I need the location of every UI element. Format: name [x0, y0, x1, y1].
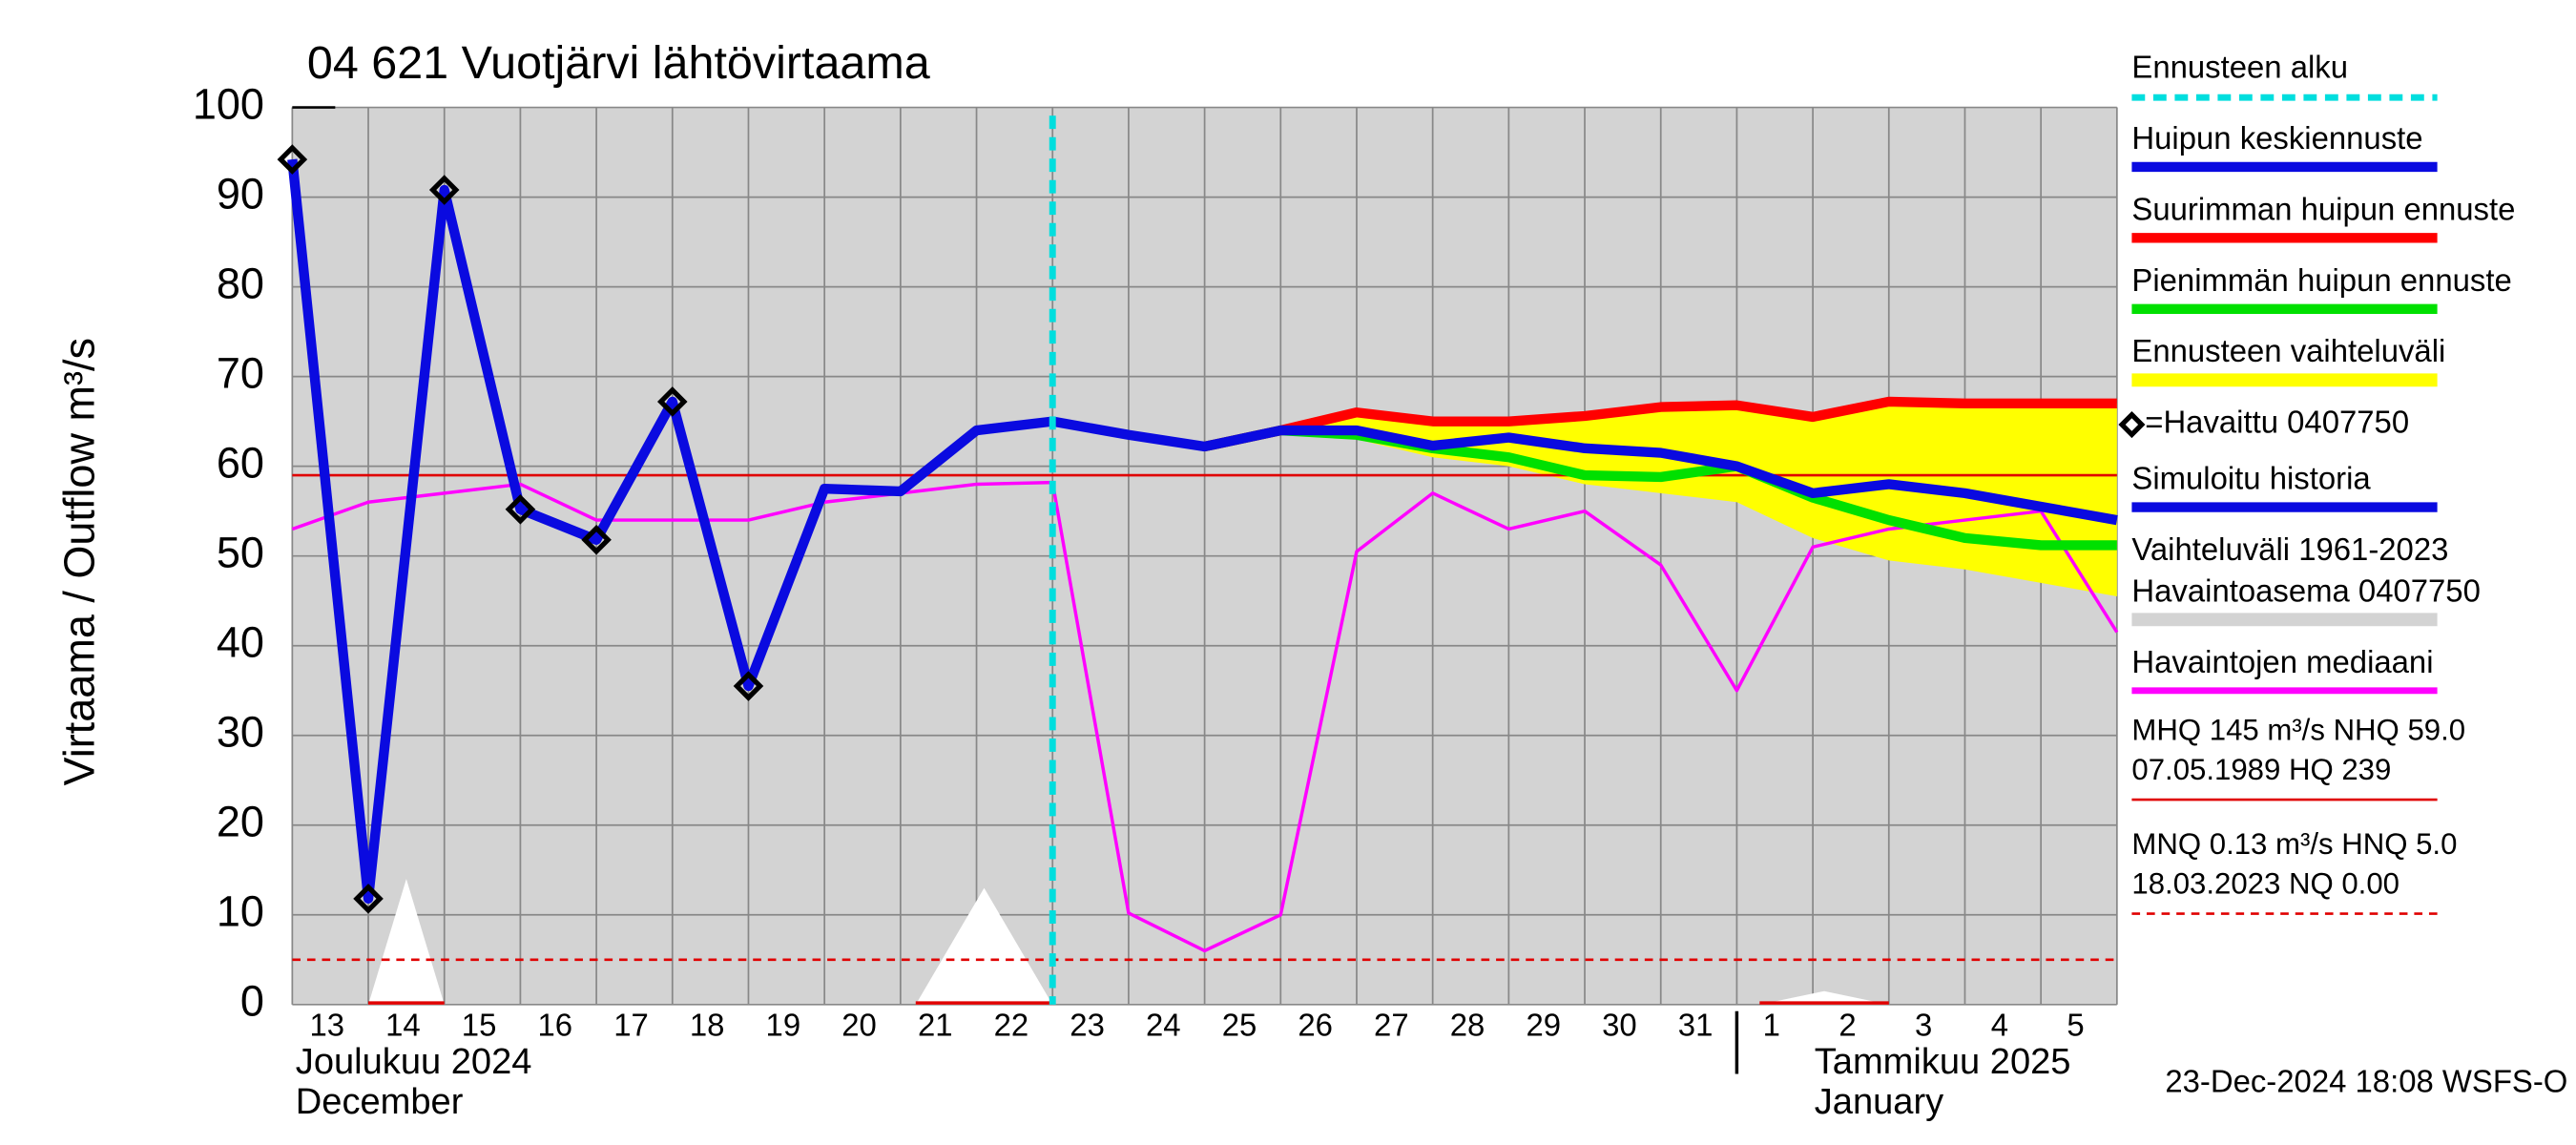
legend-label: Pienimmän huipun ennuste — [2131, 262, 2511, 298]
legend-label: Ennusteen vaihteluväli — [2131, 333, 2445, 368]
x-tick-label: 1 — [1763, 1008, 1780, 1043]
plot-area — [277, 106, 2119, 1006]
series-line — [291, 480, 2119, 953]
y-tick-label: 100 — [193, 79, 264, 128]
y-tick-label: 80 — [217, 259, 264, 307]
x-tick-label: 17 — [613, 1008, 649, 1043]
month-label: Joulukuu 2024 — [296, 1042, 532, 1082]
y-tick-label: 40 — [217, 618, 264, 667]
x-tick-label: 20 — [841, 1008, 877, 1043]
x-tick-label: 16 — [538, 1008, 573, 1043]
observed-marker — [277, 144, 308, 175]
observed-marker — [656, 386, 688, 417]
series-line — [1051, 416, 2118, 526]
observed-marker — [505, 493, 536, 525]
legend-label: Havaintojen mediaani — [2131, 644, 2433, 679]
y-tick-label: 60 — [217, 439, 264, 488]
y-tick-label: 50 — [217, 529, 264, 577]
x-tick-label: 21 — [918, 1008, 953, 1043]
x-tick-label: 26 — [1298, 1008, 1333, 1043]
x-tick-label: 19 — [766, 1008, 801, 1043]
x-tick-label: 13 — [309, 1008, 344, 1043]
x-tick-label: 14 — [385, 1008, 421, 1043]
ice-marker — [1759, 990, 1889, 1005]
y-tick-label: 90 — [217, 169, 264, 218]
legend-label: Suurimman huipun ennuste — [2131, 191, 2515, 226]
ice-marker — [915, 887, 1053, 1005]
x-tick-label: 25 — [1222, 1008, 1257, 1043]
legend-label: Havaintoasema 0407750 — [2131, 572, 2480, 608]
observed-marker — [428, 175, 460, 205]
series-line — [1203, 396, 2117, 452]
observed-marker — [353, 884, 384, 914]
legend-label: =Havaittu 0407750 — [2145, 405, 2409, 440]
x-tick-label: 15 — [462, 1008, 497, 1043]
observed-marker — [581, 524, 612, 555]
legend-label: MNQ 0.13 m³/s HNQ 5.0 — [2131, 827, 2457, 861]
timestamp: 23-Dec-2024 18:08 WSFS-O — [2165, 1064, 2567, 1099]
x-tick-label: 2 — [1839, 1008, 1856, 1043]
x-tick-label: 3 — [1915, 1008, 1932, 1043]
observed-marker — [733, 671, 764, 701]
x-tick-label: 23 — [1070, 1008, 1105, 1043]
legend-label: 18.03.2023 NQ 0.00 — [2131, 866, 2399, 900]
x-tick-label: 31 — [1678, 1008, 1714, 1043]
x-tick-label: 4 — [1991, 1008, 2008, 1043]
month-label-en: January — [1815, 1082, 1943, 1122]
month-label-en: December — [296, 1082, 464, 1122]
y-tick-label: 70 — [217, 349, 264, 398]
series-line — [287, 158, 1053, 905]
x-tick-label: 27 — [1374, 1008, 1409, 1043]
x-tick-label: 28 — [1450, 1008, 1485, 1043]
chart-title: 04 621 Vuotjärvi lähtövirtaama — [307, 37, 930, 89]
x-tick-label: 30 — [1602, 1008, 1637, 1043]
x-tick-label: 18 — [690, 1008, 725, 1043]
legend-label: Ennusteen alku — [2131, 49, 2348, 84]
x-tick-label: 29 — [1526, 1008, 1561, 1043]
y-tick-label: 0 — [240, 977, 264, 1026]
legend-label: Simuloitu historia — [2131, 461, 2371, 496]
ice-marker — [368, 879, 445, 1005]
x-tick-label: 22 — [994, 1008, 1029, 1043]
y-tick-label: 30 — [217, 708, 264, 757]
legend-label: Vaihteluväli 1961-2023 — [2131, 531, 2448, 567]
month-label: Tammikuu 2025 — [1815, 1042, 2071, 1082]
y-axis-label: Virtaama / Outflow m³/s — [54, 338, 103, 785]
x-tick-label: 5 — [2067, 1008, 2084, 1043]
legend-label: MHQ 145 m³/s NHQ 59.0 — [2131, 713, 2465, 746]
legend-label: 07.05.1989 HQ 239 — [2131, 753, 2391, 786]
legend-marker — [2118, 410, 2146, 439]
y-tick-label: 10 — [217, 887, 264, 936]
y-tick-label: 20 — [217, 798, 264, 846]
legend-label: Huipun keskiennuste — [2131, 120, 2422, 156]
x-tick-label: 24 — [1146, 1008, 1181, 1043]
